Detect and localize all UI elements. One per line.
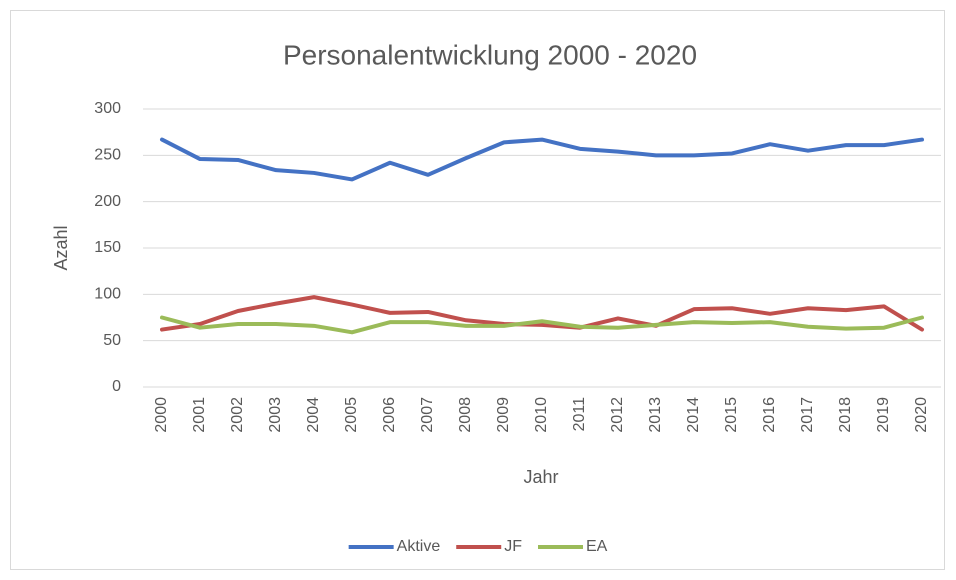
x-tick-label: 2003 [267, 397, 284, 433]
x-tick-label: 2001 [191, 397, 208, 433]
x-tick-label: 2008 [457, 397, 474, 433]
x-tick-label: 2005 [343, 397, 360, 433]
x-tick-label: 2015 [723, 397, 740, 433]
x-tick-label: 2012 [609, 397, 626, 433]
x-tick-label: 2020 [913, 397, 930, 433]
x-tick-label: 2016 [761, 397, 778, 433]
x-tick-label: 2014 [685, 397, 702, 433]
line-series [160, 315, 924, 335]
y-tick-label: 250 [94, 147, 121, 164]
x-tick-label: 2010 [533, 397, 550, 433]
line-series [160, 137, 924, 182]
x-tick-label: 2004 [305, 397, 322, 433]
y-tick-label: 100 [94, 286, 121, 303]
x-tick-label: 2019 [875, 397, 892, 433]
x-tick-label: 2011 [571, 397, 588, 432]
y-tick-label: 50 [103, 332, 121, 349]
y-tick-label: 150 [94, 239, 121, 256]
x-tick-label: 2018 [837, 397, 854, 433]
legend-label: JF [504, 538, 522, 555]
y-tick-label: 0 [112, 378, 121, 395]
y-tick-label: 300 [94, 100, 121, 117]
y-axis-label: Azahl [51, 225, 71, 270]
y-tick-label: 200 [94, 193, 121, 210]
x-axis-label: Jahr [523, 467, 558, 487]
line-series [160, 295, 924, 332]
x-tick-label: 2009 [495, 397, 512, 433]
chart-title: Personalentwicklung 2000 - 2020 [283, 39, 697, 70]
x-tick-label: 2007 [419, 397, 436, 433]
chart-border [10, 10, 945, 570]
x-tick-label: 2013 [647, 397, 664, 433]
x-tick-label: 2017 [799, 397, 816, 433]
legend-label: EA [586, 538, 608, 555]
x-tick-label: 2000 [153, 397, 170, 433]
x-tick-label: 2002 [229, 397, 246, 433]
x-tick-label: 2006 [381, 397, 398, 433]
legend-label: Aktive [397, 538, 441, 555]
